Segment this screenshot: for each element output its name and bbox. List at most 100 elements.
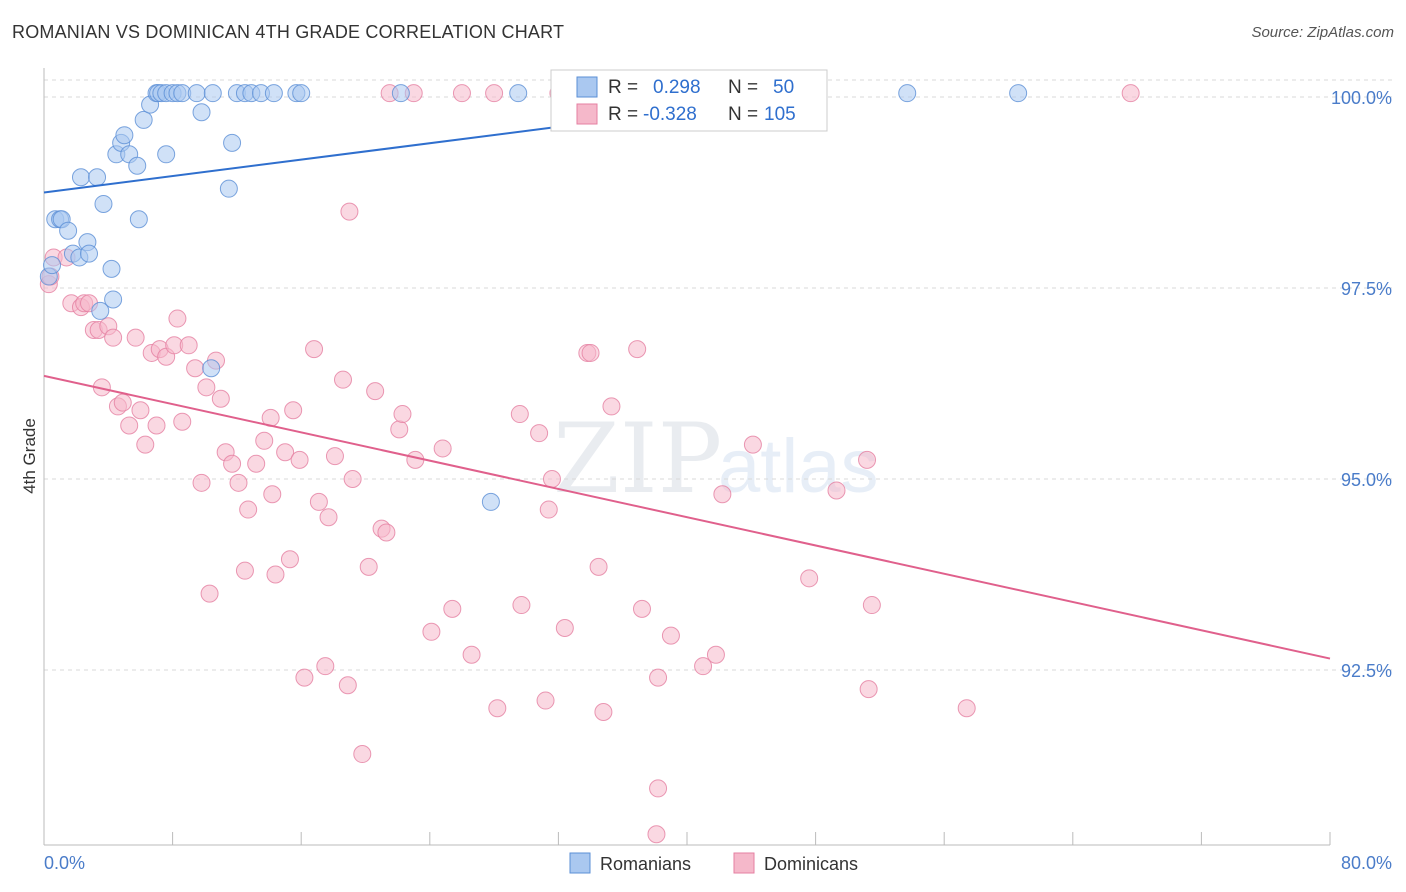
romanian-point [219,179,238,198]
romanian-point [187,84,206,103]
x-tick-label-max: 80.0% [1341,853,1392,873]
dominican-point [485,84,504,103]
dominican-point [211,389,230,408]
y-tick-label: 97.5% [1341,279,1392,299]
dominican-legend-swatch [576,103,598,125]
x-ticks [43,832,1331,845]
dominican-point [443,599,462,618]
dominican-point [406,450,425,469]
dominican-point [229,473,248,492]
dominican-n-label: N = [728,104,758,125]
dominican-point [488,699,507,718]
dominican-point [200,584,219,603]
dominican-point [338,676,357,695]
dominican-point [136,435,155,454]
romanian-point [102,259,121,278]
legend-dominicans-label: Dominicans [764,854,858,874]
dominican-point [333,370,352,389]
romanian-point [898,84,917,103]
dominican-point [131,401,150,420]
dominican-point [276,443,295,462]
dominican-point [539,500,558,519]
dominican-point [319,508,338,527]
dominican-point [827,481,846,500]
romanian-legend-swatch [576,76,598,98]
dominican-point [295,668,314,687]
dominican-point [647,825,666,844]
dominican-point [126,328,145,347]
dominican-point [706,645,725,664]
romanian-point [129,210,148,229]
dominican-point [649,779,668,798]
romanian-point [1009,84,1028,103]
stats-legend: R = 0.298 N = 50 R = -0.328 N = 105 [550,69,828,132]
dominican-point [366,382,385,401]
dominican-point [649,668,668,687]
watermark: ZIP atlas [553,403,879,515]
dominican-point [393,405,412,424]
dominican-point [197,378,216,397]
grid-lines [44,79,1392,671]
dominican-point [628,340,647,359]
dominican-point [343,470,362,488]
dominican-point [377,523,396,542]
legend-romanians-swatch [569,852,591,874]
dominican-point [247,454,266,473]
romanian-point [94,194,113,213]
dominican-point [353,745,372,764]
dominican-point [462,645,481,664]
dominican-point [223,454,242,473]
watermark-atlas: atlas [718,424,879,509]
romanian-r-label: R = [608,77,638,98]
romanian-n-label: N = [728,77,758,98]
dominican-point [713,485,732,504]
dominican-r-value: -0.328 [643,104,697,125]
dominican-point [862,596,881,615]
romanian-point [104,290,123,309]
dominican-point [266,565,285,584]
dominican-point [800,569,819,588]
dominican-point [694,657,713,676]
romanian-point [292,84,311,103]
dominican-point [168,309,187,328]
romanian-point [91,301,110,320]
legend-romanians-label: Romanians [600,854,691,874]
dominican-point [390,420,409,439]
dominican-point [581,343,600,362]
dominican-point [536,691,555,710]
romanian-n-value: 50 [773,77,794,98]
dominican-point [542,470,561,488]
series-legend: Romanians Dominicans [569,852,858,874]
dominican-point [340,202,359,221]
dominican-point [179,336,198,355]
romanian-points [39,84,1028,511]
dominican-point [325,447,344,466]
chart-title: ROMANIAN VS DOMINICAN 4TH GRADE CORRELAT… [12,22,565,42]
dominican-point [280,550,299,569]
dominican-point [510,405,529,424]
romanian-point [509,84,528,103]
dominican-point [263,485,282,504]
dominican-point [1121,84,1140,103]
dominican-point [555,618,574,637]
dominican-point [602,397,621,416]
y-tick-labels: 92.5% 95.0% 97.5% 100.0% [1331,88,1392,681]
dominican-point [530,424,549,443]
dominican-point [359,557,378,576]
dominican-point [422,622,441,641]
dominican-point [433,439,452,458]
romanian-point [192,103,211,122]
romanian-point [223,133,242,152]
romanian-point [80,244,99,263]
y-tick-label: 95.0% [1341,470,1392,490]
source-label: Source: ZipAtlas.com [1251,24,1394,41]
romanian-point [128,156,147,175]
dominican-point [743,435,762,454]
dominican-point [316,657,335,676]
x-tick-label-min: 0.0% [44,853,85,873]
dominican-point [661,626,680,645]
romanian-point [481,492,500,511]
y-tick-label: 92.5% [1341,661,1392,681]
romanian-point [134,110,153,129]
